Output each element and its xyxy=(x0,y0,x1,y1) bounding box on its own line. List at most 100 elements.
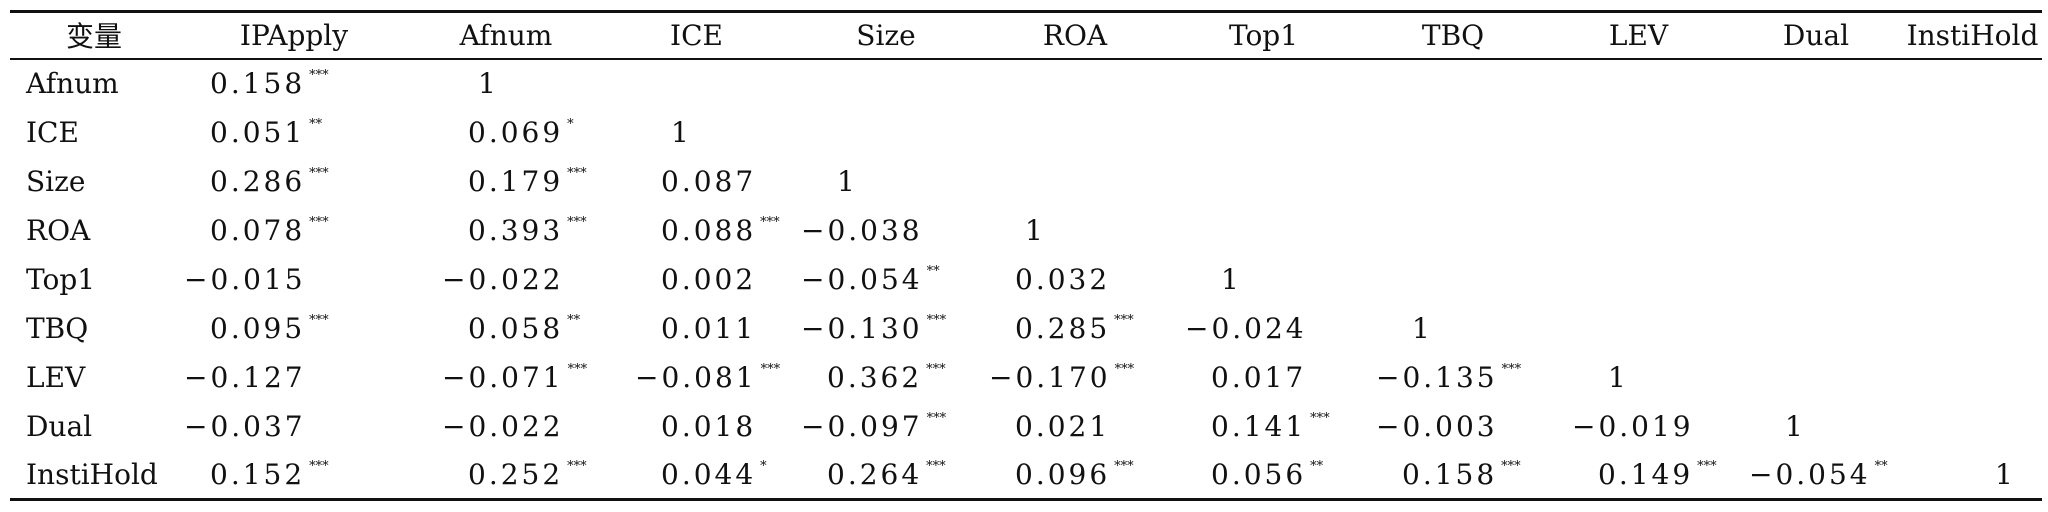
row-label: InstiHold xyxy=(10,450,178,501)
table-cell xyxy=(1548,255,1729,304)
table-row: Dual −0.037 −0.022 0.018 −0.097 *** 0.021 0.141… xyxy=(10,402,2042,451)
table-row: LEV −0.127 −0.071 *** −0.081 *** 0.362 *** −0.17… xyxy=(10,353,2042,402)
table-cell: 1 xyxy=(791,157,981,206)
significance-stars: ** xyxy=(926,263,940,279)
significance-stars: *** xyxy=(926,312,947,328)
cell-value: 0.078 xyxy=(210,213,306,247)
table-cell xyxy=(1169,59,1358,108)
table-cell: 0.285 *** xyxy=(981,304,1169,353)
table-cell xyxy=(1548,59,1729,108)
table-cell: 0.078 *** xyxy=(178,206,410,255)
table-cell xyxy=(1729,304,1903,353)
significance-stars: *** xyxy=(567,458,587,474)
significance-stars: * xyxy=(760,458,767,474)
header-lev: LEV xyxy=(1548,10,1729,60)
table-cell: 1 xyxy=(1169,255,1358,304)
cell-value: −0.022 xyxy=(442,262,564,296)
significance-stars: *** xyxy=(567,165,587,181)
table-row: ROA 0.078 *** 0.393 *** 0.088 *** −0.038 1 xyxy=(10,206,2042,255)
header-afnum: Afnum xyxy=(410,10,602,60)
significance-stars: *** xyxy=(1501,361,1522,377)
row-label: Dual xyxy=(26,409,93,443)
cell-value: 0.032 xyxy=(1015,262,1111,296)
cell-value: 0.058 xyxy=(468,311,564,345)
table-row: Size 0.286 *** 0.179 *** 0.087 1 xyxy=(10,157,2042,206)
header-top1: Top1 xyxy=(1169,10,1358,60)
table-row: Top1 −0.015 −0.022 0.002 −0.054 ** 0.032 1 xyxy=(10,255,2042,304)
row-label: ICE xyxy=(26,115,79,149)
table-cell xyxy=(981,108,1169,157)
table-cell: 0.032 xyxy=(981,255,1169,304)
significance-stars: *** xyxy=(309,165,329,181)
table-cell xyxy=(1903,255,2042,304)
table-cell: −0.130 *** xyxy=(791,304,981,353)
cell-value: −0.071 xyxy=(442,360,564,394)
significance-stars: *** xyxy=(926,361,946,377)
cell-value: −0.054 xyxy=(801,262,923,296)
significance-stars: *** xyxy=(926,458,946,474)
table-cell: −0.054 ** xyxy=(791,255,981,304)
significance-stars: *** xyxy=(760,214,780,230)
table-cell xyxy=(1903,157,2042,206)
table-cell: −0.003 xyxy=(1358,402,1548,451)
table-cell: 0.087 xyxy=(602,157,791,206)
table-cell: 0.264 *** xyxy=(791,450,981,501)
table-cell: 0.095 *** xyxy=(178,304,410,353)
cell-value: 0.096 xyxy=(1015,457,1111,491)
cell-value: 0.002 xyxy=(661,262,757,296)
significance-stars: *** xyxy=(1501,458,1521,474)
cell-value: 0.264 xyxy=(827,457,923,491)
table-cell: 0.141 *** xyxy=(1169,402,1358,451)
table-cell xyxy=(1548,108,1729,157)
significance-stars: *** xyxy=(1114,361,1135,377)
significance-stars: *** xyxy=(760,361,781,377)
table-cell xyxy=(1548,304,1729,353)
table-cell xyxy=(1169,206,1358,255)
row-label: ROA xyxy=(26,213,91,247)
cell-value: −0.015 xyxy=(184,262,306,296)
table-cell: 0.362 *** xyxy=(791,353,981,402)
table-cell: −0.071 *** xyxy=(410,353,602,402)
table-cell: 0.018 xyxy=(602,402,791,451)
cell-value: −0.135 xyxy=(1376,360,1498,394)
header-tbq: TBQ xyxy=(1358,10,1548,60)
cell-value: −0.038 xyxy=(801,213,923,247)
table-cell xyxy=(1903,59,2042,108)
cell-value: 1 xyxy=(1221,262,1242,296)
cell-value: 0.285 xyxy=(1015,311,1111,345)
cell-value: 0.018 xyxy=(661,409,757,443)
table-cell: 0.051 ** xyxy=(178,108,410,157)
cell-value: −0.130 xyxy=(801,311,923,345)
cell-value: 1 xyxy=(478,67,499,100)
header-ice: ICE xyxy=(602,10,791,60)
table-cell xyxy=(1903,108,2042,157)
table-cell xyxy=(1903,206,2042,255)
table-cell: 0.069 * xyxy=(410,108,602,157)
significance-stars: *** xyxy=(309,312,329,328)
cell-value: −0.081 xyxy=(635,360,757,394)
cell-value: −0.019 xyxy=(1572,409,1694,443)
table-cell: −0.022 xyxy=(410,255,602,304)
cell-value: 0.095 xyxy=(210,311,306,345)
cell-value: 1 xyxy=(837,164,858,198)
table-cell: 0.152 *** xyxy=(178,450,410,501)
table-cell: 0.158 *** xyxy=(178,59,410,108)
cell-value: 0.044 xyxy=(661,457,757,491)
significance-stars: ** xyxy=(1874,458,1888,474)
table-row: InstiHold 0.152 *** 0.252 *** 0.044 * 0.264 *** 0… xyxy=(10,450,2042,501)
cell-value: −0.003 xyxy=(1376,409,1498,443)
table-cell: 0.158 *** xyxy=(1358,450,1548,501)
table-cell: 0.252 *** xyxy=(410,450,602,501)
cell-value: 0.017 xyxy=(1211,360,1307,394)
table-cell xyxy=(1903,304,2042,353)
row-label: Afnum xyxy=(26,67,119,100)
significance-stars: *** xyxy=(309,214,329,230)
table-row: Afnum 0.158 *** 1 xyxy=(10,59,2042,108)
cell-value: 0.152 xyxy=(210,457,306,491)
cell-value: 0.087 xyxy=(661,164,757,198)
table-cell: −0.097 *** xyxy=(791,402,981,451)
cell-value: 0.362 xyxy=(827,360,923,394)
row-label: LEV xyxy=(26,360,86,394)
table-cell xyxy=(981,157,1169,206)
table-cell xyxy=(1729,255,1903,304)
